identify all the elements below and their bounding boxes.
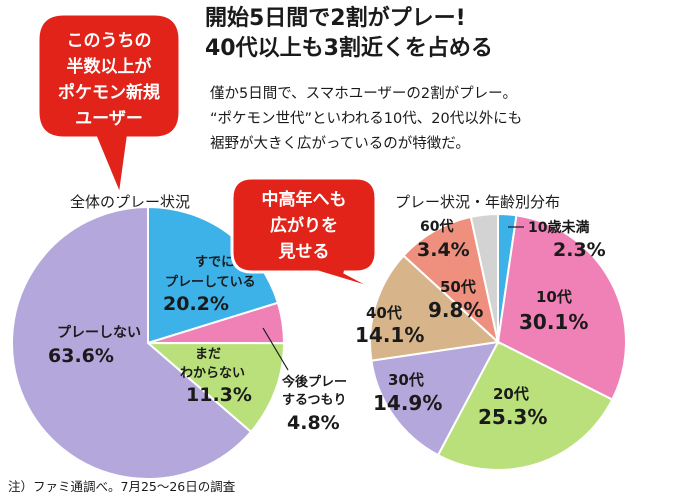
source-note: 注）ファミ通調べ。7月25〜26日の調査 <box>8 479 236 494</box>
callout-middle-age-line-3: 見せる <box>278 242 330 262</box>
value-not-playing: 63.6% <box>48 345 114 367</box>
value-twenties: 25.3% <box>478 405 547 429</box>
label-undecided-1: まだ <box>195 347 221 362</box>
callout-new-users-balloon <box>36 12 182 202</box>
value-undecided: 11.3% <box>186 384 252 406</box>
overall-slice-2 <box>145 341 286 434</box>
overall-slice-0 <box>147 205 280 345</box>
label-twenties: 20代 <box>493 385 529 403</box>
value-already-playing: 20.2% <box>163 293 229 315</box>
value-plan-to-play: 4.8% <box>287 412 340 434</box>
age-slice-4 <box>369 254 501 362</box>
lead-paragraph: 僅か5日間で、スマホユーザーの2割がプレー。 “ポケモン世代”といわれる10代、… <box>210 82 522 157</box>
label-already-playing-1: すでに <box>195 255 234 270</box>
callout-new-users-line-3: ポケモン新規 <box>58 82 160 103</box>
label-already-playing-2: プレーしている <box>165 275 256 290</box>
callout-new-users-line-4: ユーザー <box>75 109 143 129</box>
label-teens: 10代 <box>536 288 572 306</box>
age-labels: 10歳未満 2.3% 10代 30.1% 20代 25.3% 30代 14.9%… <box>355 218 606 429</box>
value-under-10: 2.3% <box>553 239 606 261</box>
value-teens: 30.1% <box>519 310 588 334</box>
label-forties: 40代 <box>366 304 402 322</box>
callout-middle-age-line-2: 広がりを <box>270 215 338 236</box>
age-chart-title: プレー状況・年齢別分布 <box>395 193 560 211</box>
headline: 開始5日間で2割がプレー! 40代以上も3割近くを占める <box>205 4 493 64</box>
label-thirties: 30代 <box>388 371 424 389</box>
lead-line-3: 裾野が大きく広がっているのが特徴だ。 <box>210 136 470 152</box>
age-slice-1 <box>496 214 627 401</box>
value-sixties: 3.4% <box>417 239 470 261</box>
callout-new-users: このうちの 半数以上が ポケモン新規 ユーザー <box>36 12 182 202</box>
age-slice-5 <box>402 215 500 345</box>
lead-line-1: 僅か5日間で、スマホユーザーの2割がプレー。 <box>210 86 517 102</box>
callout-middle-age: 中高年へも 広がりを 見せる <box>230 176 379 292</box>
label-not-playing: プレーしない <box>57 325 141 341</box>
callout-middle-age-balloon <box>230 176 379 292</box>
value-thirties: 14.9% <box>373 391 442 415</box>
callout-new-users-line-2: 半数以上が <box>67 56 152 77</box>
overall-play-status-pie <box>10 205 286 480</box>
age-slice-6 <box>469 212 499 343</box>
label-under-10: 10歳未満 <box>528 219 589 236</box>
callout-middle-age-line-1: 中高年へも <box>262 189 347 210</box>
overall-labels: すでに プレーしている 20.2% まだ わからない 11.3% プレーしない … <box>48 255 347 434</box>
label-fifties: 50代 <box>440 278 476 296</box>
age-slice-3 <box>370 340 500 457</box>
leader-line-plan-to-play <box>262 327 289 371</box>
label-plan-to-play-2: するつもり <box>282 393 346 408</box>
label-sixties: 60代 <box>420 218 453 235</box>
value-forties: 14.1% <box>355 323 424 347</box>
headline-line-2: 40代以上も3割近くを占める <box>205 36 493 61</box>
label-undecided-2: わからない <box>180 366 245 381</box>
overall-slice-3 <box>10 205 253 480</box>
age-distribution-pie <box>369 212 627 471</box>
headline-line-1: 開始5日間で2割がプレー! <box>205 6 466 31</box>
callout-new-users-line-1: このうちの <box>67 31 152 51</box>
lead-line-2: “ポケモン世代”といわれる10代、20代以外にも <box>210 111 523 127</box>
label-plan-to-play-1: 今後プレー <box>281 374 347 390</box>
value-fifties: 9.8% <box>428 298 483 322</box>
